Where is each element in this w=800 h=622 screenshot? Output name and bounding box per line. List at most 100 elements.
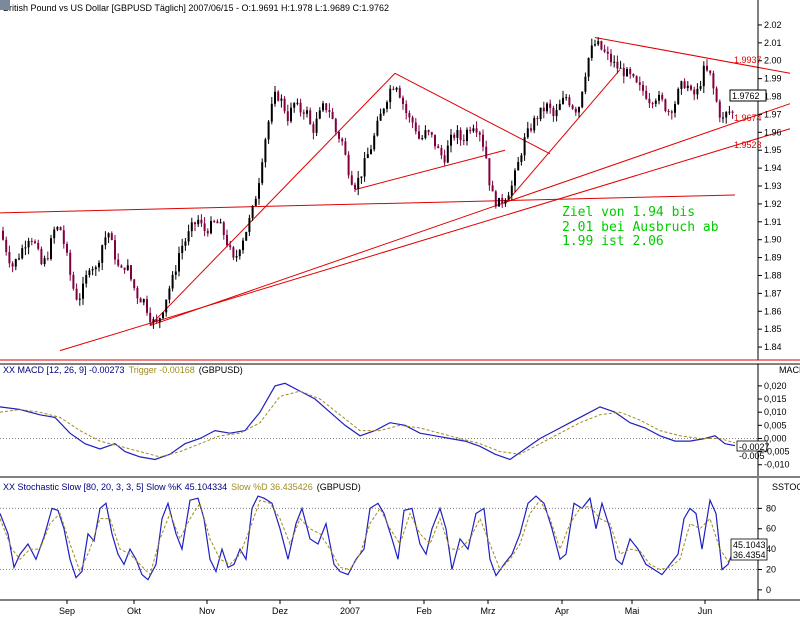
price-tick-label: 1.91 (764, 217, 782, 227)
price-tick-label: 1.99 (764, 74, 782, 84)
candle (75, 283, 78, 301)
candle (43, 255, 46, 267)
candle (24, 240, 27, 256)
candle (382, 107, 385, 116)
candle (190, 217, 193, 238)
candle (475, 121, 478, 138)
candle (178, 246, 180, 277)
candle (194, 221, 196, 232)
price-tick-label: 1.89 (764, 253, 782, 263)
candle (555, 103, 558, 122)
candle (197, 215, 200, 228)
macd-tick-label: 0,020 (764, 381, 787, 391)
candle (18, 253, 20, 261)
x-tick-label: Mai (625, 606, 640, 616)
macd-value-box (736, 440, 768, 452)
candle (565, 93, 568, 101)
candle (366, 147, 369, 159)
candle (635, 75, 638, 84)
candle (312, 121, 315, 140)
stoch-k-tag: 45.1043 (733, 540, 766, 550)
candle (638, 76, 641, 91)
candle (213, 219, 216, 223)
candle (283, 96, 286, 114)
candle (181, 238, 184, 260)
candle (264, 137, 267, 168)
candle (504, 198, 507, 207)
candle (430, 131, 433, 138)
candle (142, 298, 145, 306)
candle (459, 127, 462, 146)
candle (338, 130, 340, 143)
candle (450, 129, 452, 153)
candle (674, 101, 676, 118)
price-tick-label: 1.94 (764, 163, 782, 173)
candle (174, 265, 177, 280)
candle (322, 100, 324, 113)
candle (437, 143, 440, 149)
candle (280, 94, 283, 108)
x-tick-label: Feb (416, 606, 432, 616)
candle (8, 245, 11, 268)
candle (587, 57, 590, 82)
candle (168, 285, 171, 304)
candle (453, 132, 456, 141)
candle (235, 249, 238, 262)
candle (334, 117, 337, 136)
macd-tick-label: 0,005 (764, 420, 787, 430)
candle (526, 121, 529, 139)
candle (549, 99, 552, 114)
candle (539, 107, 542, 122)
candle (440, 144, 443, 160)
candle (27, 237, 30, 255)
candle (670, 109, 673, 120)
candle (299, 98, 302, 117)
candle (491, 180, 494, 192)
candle (2, 226, 4, 241)
candle (114, 235, 116, 265)
candle (424, 125, 427, 140)
candle (133, 278, 136, 291)
macd-tick-label: 0,000 (764, 433, 787, 443)
candle (222, 221, 225, 240)
candle (309, 107, 312, 125)
price-tick-label: 1.86 (764, 306, 782, 316)
candle (456, 125, 459, 145)
annotation-line-2: 2.01 bei Ausbruch ab (562, 220, 719, 235)
candle (712, 70, 715, 95)
stoch-tick-label: 40 (766, 544, 776, 554)
level-tag-3: 1.9523 (734, 140, 762, 150)
candle (584, 72, 587, 95)
candle (136, 285, 139, 305)
candle (469, 126, 472, 134)
candle (610, 49, 612, 67)
candle (402, 95, 404, 110)
macd-tick-label: -0,005 (764, 447, 790, 457)
candle (696, 83, 699, 100)
price-tick-label: 1.90 (764, 235, 782, 245)
macd-y-ticks: -0,010 -0,005 0,000 0,005 0,010 0,015 0,020 (758, 381, 790, 470)
x-tick-label: Mrz (481, 606, 496, 616)
candle (37, 239, 40, 251)
candle (629, 66, 632, 79)
candle (354, 182, 356, 193)
candle (725, 111, 728, 124)
panel-menu-icon[interactable] (0, 0, 10, 10)
candle (677, 87, 680, 106)
candle (98, 260, 100, 272)
candle (245, 231, 248, 242)
candle (581, 91, 584, 109)
candle (94, 265, 97, 276)
candle (315, 111, 318, 137)
price-tick-label: 2.02 (764, 20, 782, 30)
candle (53, 226, 56, 244)
annotation-line-3: 1.99 ist 2.06 (562, 234, 664, 249)
stoch-tick-label: 60 (766, 524, 776, 534)
candle (389, 85, 392, 109)
candle (373, 132, 376, 152)
candle (418, 125, 420, 140)
stoch-d-tag: 36.4354 (733, 550, 766, 560)
candle (498, 197, 500, 207)
candle (21, 244, 24, 260)
candle (488, 158, 491, 191)
